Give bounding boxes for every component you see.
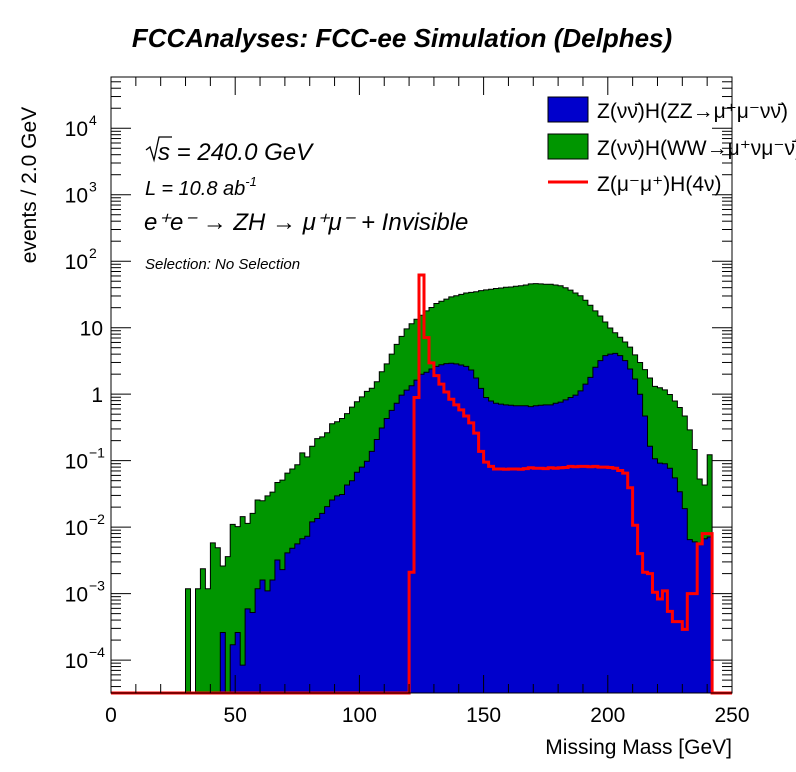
y-tick-label: 10	[65, 451, 88, 474]
luminosity-text: L = 10.8 ab	[145, 178, 245, 200]
y-tick-base: 10	[65, 517, 88, 540]
y-tick-label: 10	[80, 318, 103, 341]
y-tick-exponent: 2	[89, 245, 97, 261]
luminosity-annotation: L = 10.8 ab-1	[145, 174, 257, 200]
y-tick-exponent: −2	[89, 511, 105, 527]
plot-frame	[110, 76, 733, 694]
legend: Z(νν̄)H(ZZ→μ⁺μ⁻νν̄) Z(νν̄)H(WW→μ⁺νμ⁻ν̄) …	[547, 96, 796, 196]
y-tick-base: 10	[65, 584, 88, 607]
legend-label-ww: Z(νν̄)H(WW→μ⁺νμ⁻ν̄)	[597, 137, 796, 160]
histogram-series-zz	[111, 352, 732, 694]
y-tick-base: 10	[65, 185, 88, 208]
y-tick-exponent: −1	[89, 445, 105, 461]
y-tick-base: 10	[65, 650, 88, 673]
y-tick-exponent: 4	[89, 112, 97, 128]
sqrt-s-annotation: s = 240.0 GeV	[158, 139, 314, 166]
x-tick-label: 200	[590, 704, 625, 727]
chart-title: FCCAnalyses: FCC-ee Simulation (Delphes)	[132, 23, 672, 53]
y-tick-base: 1	[91, 384, 103, 407]
y-axis-label: events / 2.0 GeV	[18, 107, 41, 263]
y-tick-label: 10	[65, 517, 88, 540]
y-tick-base: 10	[65, 451, 88, 474]
y-tick-exponent: −4	[89, 644, 105, 660]
legend-swatch-zz	[547, 96, 589, 123]
plot-area	[111, 273, 732, 695]
selection-annotation: Selection: No Selection	[145, 256, 300, 273]
sqrt-symbol	[145, 136, 172, 163]
annotations: s = 240.0 GeV L = 10.8 ab-1 e⁺e⁻ → ZH → …	[144, 136, 468, 273]
legend-swatch-ww	[547, 133, 589, 160]
y-tick-base: 10	[65, 251, 88, 274]
y-tick-label: 10	[65, 251, 88, 274]
y-tick-label: 1	[91, 384, 103, 407]
y-tick-label: 10	[65, 118, 88, 141]
y-tick-base: 10	[80, 318, 103, 341]
y-tick-label: 10	[65, 650, 88, 673]
y-tick-label: 10	[65, 584, 88, 607]
x-tick-label: 250	[714, 704, 749, 727]
y-tick-exponent: 3	[89, 179, 97, 195]
x-tick-label: 100	[342, 704, 377, 727]
x-tick-label: 0	[105, 704, 117, 727]
x-axis-label: Missing Mass [GeV]	[545, 736, 732, 759]
legend-label-zz: Z(νν̄)H(ZZ→μ⁺μ⁻νν̄)	[597, 100, 788, 123]
legend-label-4nu: Z(μ⁻μ⁺)H(4ν)	[597, 173, 722, 196]
y-tick-label: 10	[65, 185, 88, 208]
luminosity-exponent: -1	[245, 174, 257, 189]
x-tick-label: 50	[224, 704, 247, 727]
process-annotation: e⁺e⁻ → ZH → μ⁺μ⁻ + Invisible	[144, 209, 468, 236]
y-tick-exponent: −3	[89, 578, 105, 594]
y-tick-base: 10	[65, 118, 88, 141]
x-tick-label: 150	[466, 704, 501, 727]
